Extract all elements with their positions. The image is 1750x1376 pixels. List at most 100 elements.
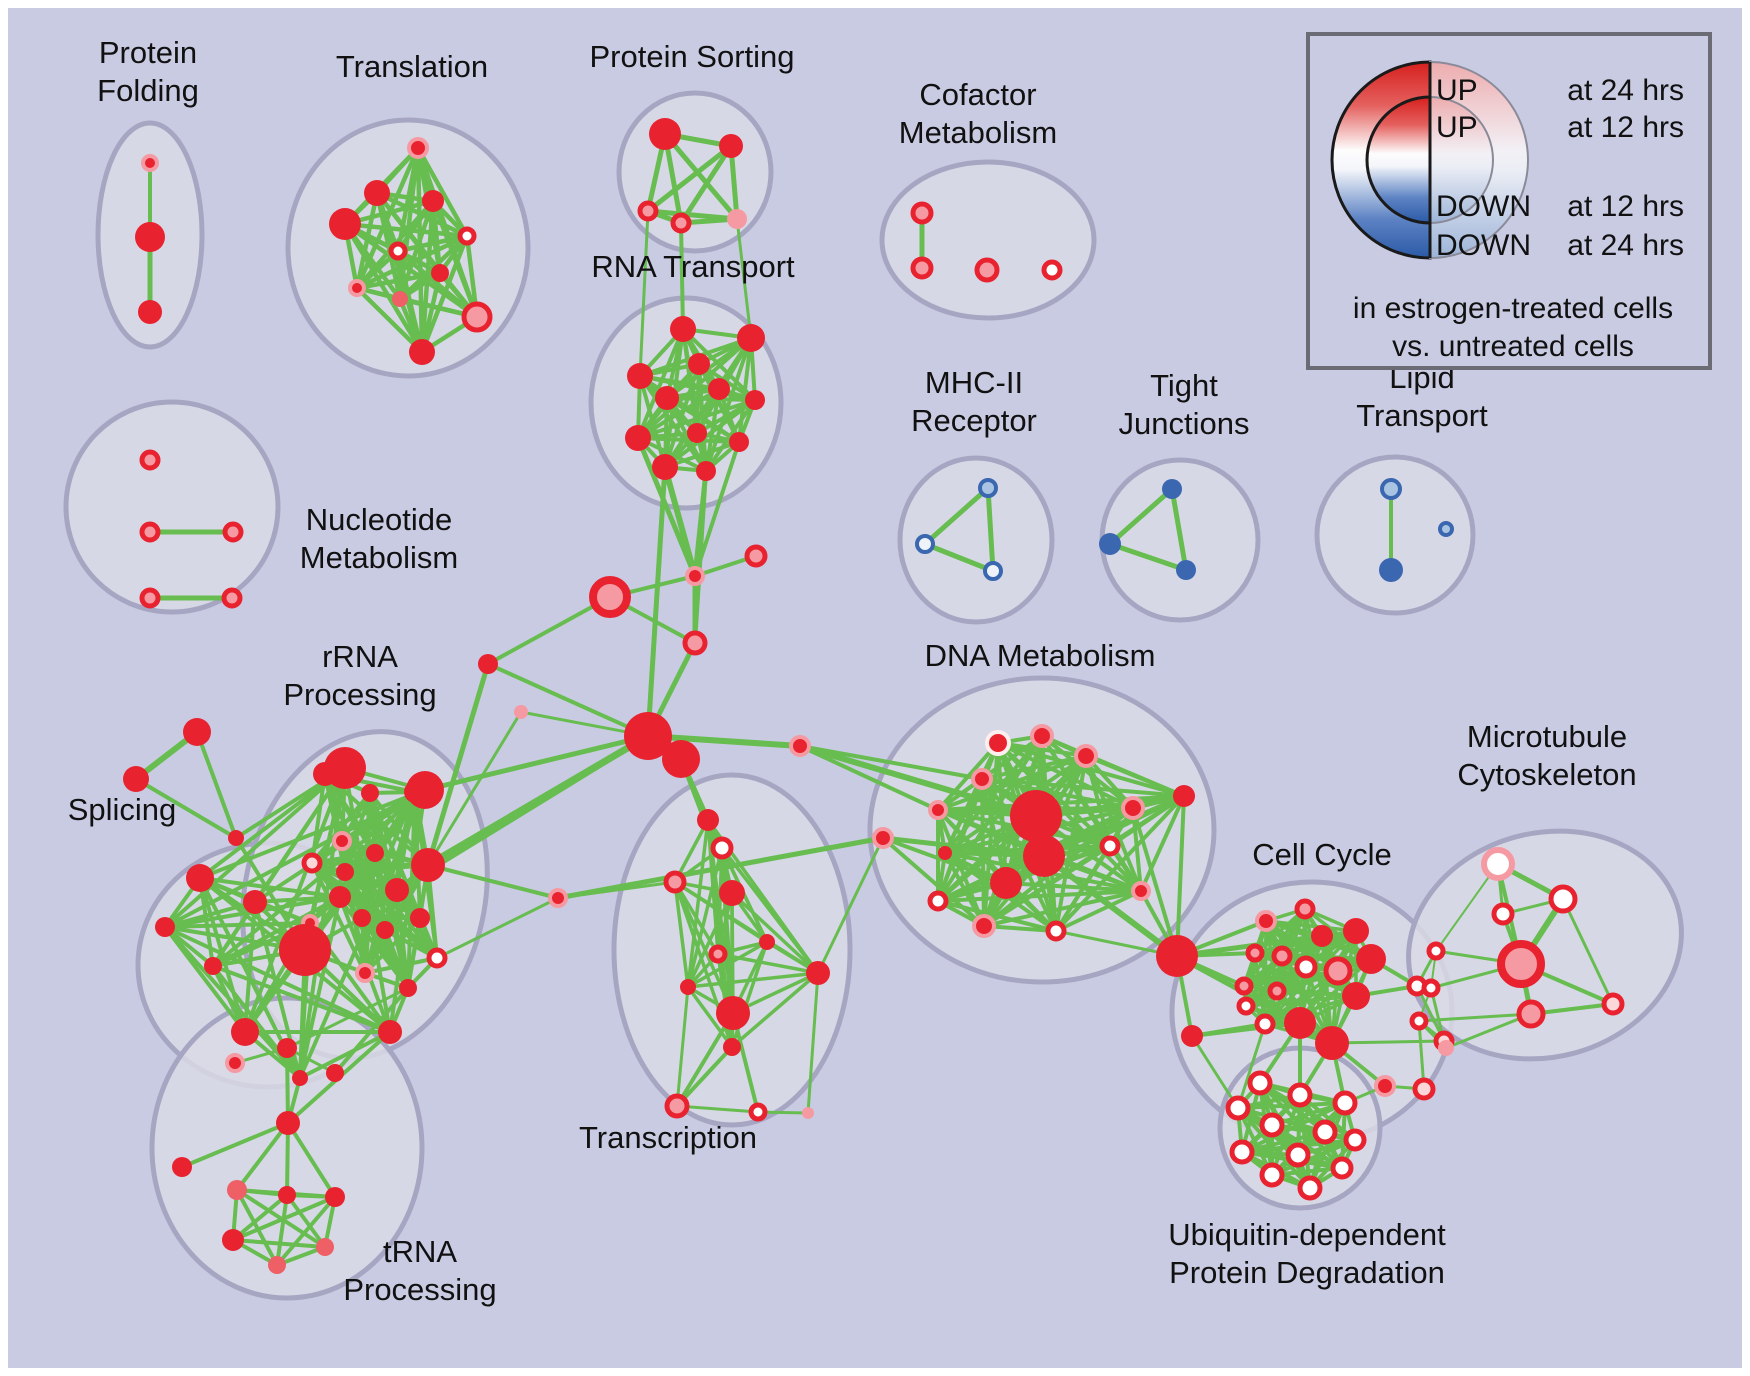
node-tn2[interactable]	[172, 1157, 192, 1177]
node-tn5[interactable]	[326, 1064, 344, 1082]
node-dn2[interactable]	[1030, 724, 1054, 748]
node-tx4[interactable]	[719, 880, 745, 906]
node-ub6[interactable]	[1312, 1119, 1338, 1145]
node-rn2[interactable]	[737, 324, 765, 352]
node-ps1[interactable]	[649, 118, 681, 150]
node-dn5[interactable]	[928, 800, 948, 820]
node-mh1[interactable]	[978, 478, 998, 498]
node-dn10[interactable]	[990, 867, 1022, 899]
node-mt6[interactable]	[1601, 992, 1625, 1016]
node-rn11[interactable]	[652, 454, 678, 480]
node-tn9[interactable]	[222, 1229, 244, 1251]
node-ub11[interactable]	[1259, 1162, 1285, 1188]
node-rr1[interactable]	[313, 762, 337, 786]
node-mh3[interactable]	[983, 561, 1003, 581]
node-tr10[interactable]	[461, 301, 493, 333]
node-dn6[interactable]	[1121, 796, 1145, 820]
node-mt7[interactable]	[1426, 941, 1446, 961]
node-q2[interactable]	[514, 705, 528, 719]
node-dn16[interactable]	[1131, 881, 1151, 901]
node-tr2[interactable]	[364, 180, 390, 206]
node-tn10[interactable]	[316, 1238, 334, 1256]
node-tr4[interactable]	[329, 208, 361, 240]
node-tj3[interactable]	[1176, 560, 1196, 580]
node-tr5[interactable]	[457, 226, 477, 246]
node-rr8[interactable]	[385, 878, 409, 902]
node-tx3[interactable]	[663, 870, 687, 894]
node-rr7[interactable]	[366, 844, 384, 862]
node-lp2[interactable]	[1379, 558, 1403, 582]
node-tr6[interactable]	[388, 241, 408, 261]
node-cc1[interactable]	[1255, 910, 1277, 932]
node-cf1[interactable]	[910, 201, 934, 225]
node-cc11[interactable]	[1267, 981, 1287, 1001]
node-tj2[interactable]	[1099, 533, 1121, 555]
node-rn8[interactable]	[625, 425, 651, 451]
node-tx5[interactable]	[759, 934, 775, 950]
node-sp5[interactable]	[243, 890, 267, 914]
node-dn8[interactable]	[1010, 790, 1062, 842]
node-rn12[interactable]	[696, 461, 716, 481]
node-ps2[interactable]	[719, 134, 743, 158]
node-tx9[interactable]	[716, 996, 750, 1030]
node-ub4[interactable]	[1225, 1095, 1251, 1121]
node-cc15[interactable]	[1315, 1026, 1349, 1060]
node-tg1[interactable]	[183, 718, 211, 746]
node-sp8[interactable]	[204, 957, 222, 975]
node-sp6[interactable]	[155, 917, 175, 937]
node-cc14[interactable]	[1284, 1007, 1316, 1039]
node-rn3[interactable]	[688, 353, 710, 375]
node-rp1[interactable]	[789, 735, 811, 757]
node-rr3[interactable]	[404, 781, 426, 803]
node-rr15[interactable]	[399, 979, 417, 997]
node-ps5[interactable]	[727, 209, 747, 229]
node-ub5[interactable]	[1259, 1112, 1285, 1138]
node-dn13[interactable]	[927, 890, 949, 912]
node-ps3[interactable]	[637, 200, 659, 222]
node-dn1[interactable]	[985, 730, 1011, 756]
node-tr9[interactable]	[392, 291, 408, 307]
node-rn7[interactable]	[745, 390, 765, 410]
node-cf3[interactable]	[974, 257, 1000, 283]
node-tx11[interactable]	[664, 1093, 690, 1119]
node-cf4[interactable]	[1041, 259, 1063, 281]
node-ps4[interactable]	[670, 212, 692, 234]
node-cc4[interactable]	[1343, 918, 1369, 944]
node-nu2[interactable]	[139, 521, 161, 543]
node-rr9[interactable]	[411, 848, 445, 882]
node-mt9[interactable]	[1409, 1011, 1429, 1031]
node-sp12[interactable]	[292, 1070, 308, 1086]
node-ub10[interactable]	[1330, 1156, 1354, 1180]
node-dn15[interactable]	[1045, 920, 1067, 942]
node-dn4[interactable]	[971, 768, 993, 790]
node-dn12[interactable]	[1099, 835, 1121, 857]
node-tx8[interactable]	[806, 961, 830, 985]
node-mt2[interactable]	[1548, 884, 1578, 914]
node-dn7[interactable]	[1173, 785, 1195, 807]
node-sp10[interactable]	[231, 1018, 259, 1046]
node-dn14[interactable]	[972, 914, 996, 938]
node-tg2[interactable]	[123, 766, 149, 792]
node-rn1[interactable]	[670, 316, 696, 342]
node-rr2[interactable]	[361, 784, 379, 802]
node-mt8[interactable]	[1421, 978, 1441, 998]
node-rr4[interactable]	[332, 831, 352, 851]
node-cnD[interactable]	[682, 630, 708, 656]
node-nu5[interactable]	[221, 587, 243, 609]
node-hub1[interactable]	[624, 712, 672, 760]
node-rn10[interactable]	[729, 432, 749, 452]
node-pf2[interactable]	[135, 222, 165, 252]
node-tn11[interactable]	[268, 1256, 286, 1274]
node-mt1[interactable]	[1481, 847, 1515, 881]
node-tx6[interactable]	[708, 944, 728, 964]
node-pf1[interactable]	[141, 154, 159, 172]
node-ub9[interactable]	[1285, 1142, 1311, 1168]
node-rr10[interactable]	[410, 908, 430, 928]
node-cc7[interactable]	[1294, 955, 1318, 979]
node-rr11[interactable]	[353, 909, 371, 927]
node-hub2[interactable]	[662, 740, 700, 778]
node-rr12[interactable]	[376, 921, 394, 939]
node-cc10[interactable]	[1234, 976, 1254, 996]
node-sp11[interactable]	[378, 1020, 402, 1044]
node-tx7[interactable]	[680, 979, 696, 995]
